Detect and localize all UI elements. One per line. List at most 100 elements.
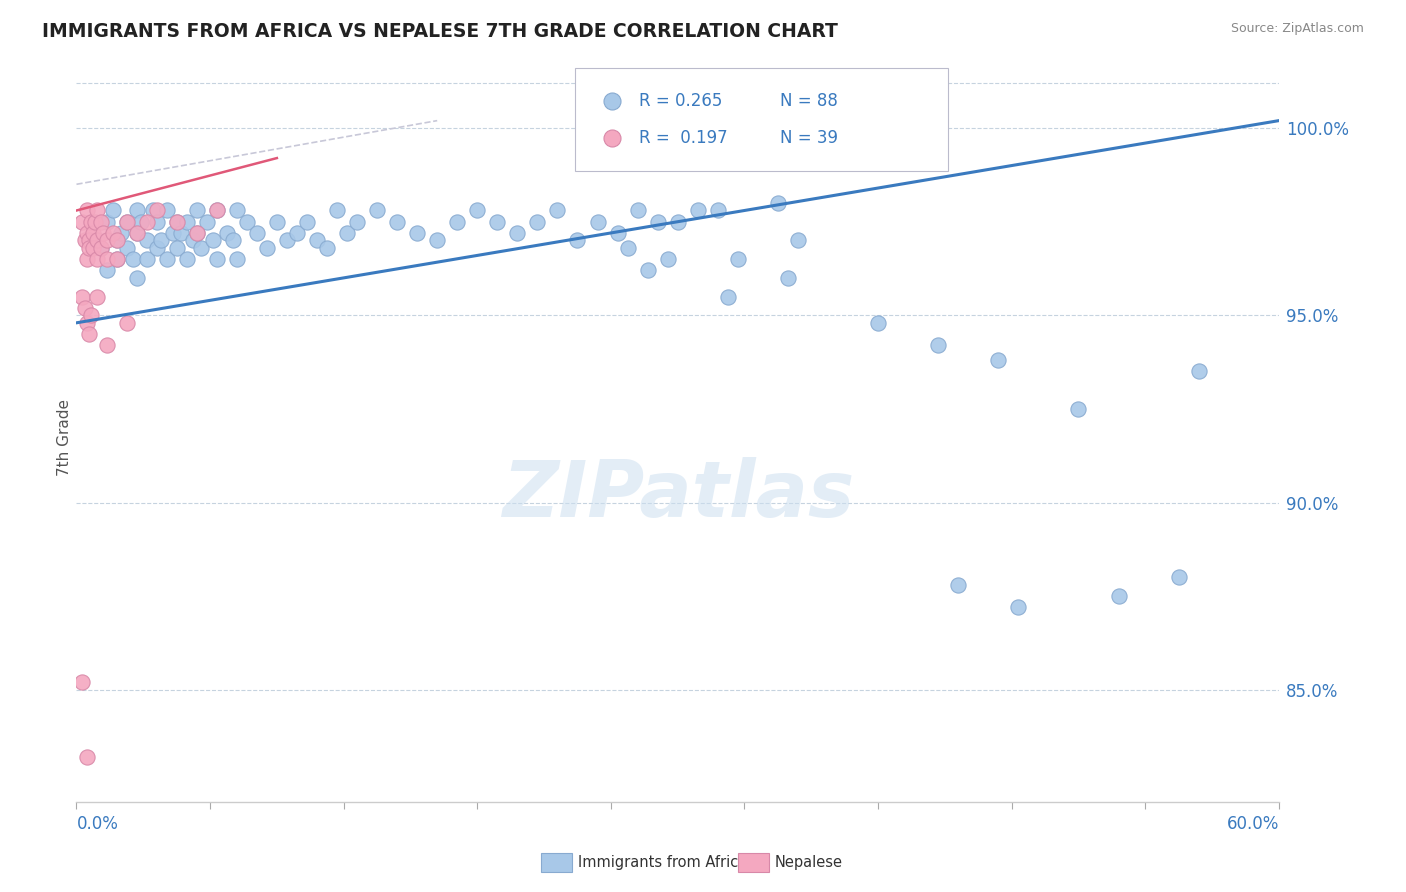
- Point: [201, 234, 224, 248]
- Point: [236, 215, 259, 229]
- Point: [868, 316, 890, 330]
- Point: [295, 215, 318, 229]
- Point: [948, 578, 970, 592]
- Point: [91, 226, 114, 240]
- Point: [305, 234, 328, 248]
- Point: [115, 316, 138, 330]
- Point: [567, 234, 589, 248]
- Point: [115, 241, 138, 255]
- Point: [135, 252, 157, 267]
- Point: [86, 234, 108, 248]
- Point: [446, 215, 468, 229]
- FancyBboxPatch shape: [575, 69, 948, 170]
- Text: ZIPatlas: ZIPatlas: [502, 458, 853, 533]
- Point: [706, 203, 728, 218]
- Point: [927, 338, 949, 352]
- Point: [86, 290, 108, 304]
- Point: [215, 226, 238, 240]
- Point: [266, 215, 288, 229]
- Point: [465, 203, 488, 218]
- Point: [637, 263, 659, 277]
- Point: [336, 226, 359, 240]
- Point: [77, 326, 100, 341]
- Point: [406, 226, 429, 240]
- Text: Nepalese: Nepalese: [775, 855, 842, 870]
- Point: [626, 203, 648, 218]
- Point: [186, 203, 208, 218]
- Point: [195, 215, 218, 229]
- Point: [186, 226, 208, 240]
- Point: [145, 241, 167, 255]
- Point: [766, 196, 789, 211]
- Point: [776, 271, 799, 285]
- Point: [176, 215, 198, 229]
- Point: [166, 241, 188, 255]
- Point: [90, 241, 112, 255]
- Point: [162, 226, 184, 240]
- Point: [135, 234, 157, 248]
- Point: [156, 203, 179, 218]
- Point: [101, 203, 124, 218]
- Point: [606, 226, 628, 240]
- Point: [145, 203, 167, 218]
- Text: N = 88: N = 88: [780, 92, 838, 110]
- Point: [246, 226, 269, 240]
- Point: [1007, 600, 1029, 615]
- Point: [83, 215, 105, 229]
- Point: [105, 252, 128, 267]
- Point: [149, 234, 172, 248]
- Point: [72, 675, 94, 690]
- Point: [145, 215, 167, 229]
- Y-axis label: 7th Grade: 7th Grade: [58, 399, 72, 475]
- Point: [205, 203, 228, 218]
- Point: [82, 241, 104, 255]
- Point: [96, 338, 118, 352]
- Point: [1108, 589, 1130, 603]
- Point: [181, 234, 204, 248]
- Point: [225, 203, 247, 218]
- Point: [787, 234, 810, 248]
- Point: [110, 226, 132, 240]
- Text: N = 39: N = 39: [780, 128, 838, 146]
- Point: [73, 301, 96, 315]
- Point: [727, 252, 749, 267]
- Point: [121, 252, 143, 267]
- Text: IMMIGRANTS FROM AFRICA VS NEPALESE 7TH GRADE CORRELATION CHART: IMMIGRANTS FROM AFRICA VS NEPALESE 7TH G…: [42, 22, 838, 41]
- Point: [225, 252, 247, 267]
- Point: [647, 215, 669, 229]
- Text: R =  0.197: R = 0.197: [640, 128, 728, 146]
- Point: [586, 215, 609, 229]
- Point: [77, 234, 100, 248]
- Point: [205, 203, 228, 218]
- Point: [222, 234, 245, 248]
- Text: 60.0%: 60.0%: [1226, 815, 1279, 833]
- Point: [73, 234, 96, 248]
- Point: [1167, 570, 1189, 584]
- Point: [105, 234, 128, 248]
- Point: [616, 241, 638, 255]
- Point: [276, 234, 298, 248]
- Point: [186, 226, 208, 240]
- Point: [256, 241, 278, 255]
- Point: [686, 203, 709, 218]
- Point: [285, 226, 308, 240]
- Point: [90, 215, 112, 229]
- Text: Immigrants from Africa: Immigrants from Africa: [578, 855, 747, 870]
- Point: [90, 241, 112, 255]
- Point: [205, 252, 228, 267]
- Point: [166, 215, 188, 229]
- Point: [76, 750, 98, 764]
- Point: [486, 215, 509, 229]
- Text: Source: ZipAtlas.com: Source: ZipAtlas.com: [1230, 22, 1364, 36]
- Point: [717, 290, 740, 304]
- Point: [86, 234, 108, 248]
- Point: [86, 252, 108, 267]
- Point: [96, 263, 118, 277]
- Text: R = 0.265: R = 0.265: [640, 92, 723, 110]
- Point: [96, 215, 118, 229]
- Point: [526, 215, 548, 229]
- Point: [506, 226, 529, 240]
- Point: [79, 215, 101, 229]
- Point: [105, 252, 128, 267]
- Point: [72, 215, 94, 229]
